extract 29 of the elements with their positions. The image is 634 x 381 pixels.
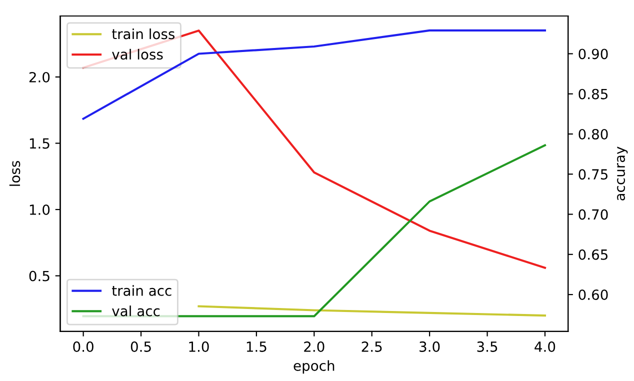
x-tick-label: 0.0: [73, 341, 94, 352]
legend-label: train acc: [112, 285, 172, 296]
y-tick-label: 1.5: [30, 138, 50, 149]
x-tick-label: 3.0: [420, 341, 440, 352]
x-tick-label: 0.5: [130, 341, 151, 352]
y-tick-label: 2.0: [29, 72, 50, 82]
y2-tick-label: 0.70: [578, 209, 608, 220]
legend-label: train loss: [112, 28, 175, 40]
x-tick-label: 2.5: [362, 341, 382, 352]
legend-label: val acc: [112, 306, 160, 316]
y2-tick-label: 0.75: [578, 169, 608, 180]
y-tick-label: 1.0: [30, 204, 50, 215]
line-series: [198, 305, 546, 317]
y2-tick-label: 0.85: [578, 88, 608, 100]
y-tick-label: 0.5: [29, 270, 50, 282]
y2-tick-label: 0.65: [578, 249, 608, 260]
y2-tick-label: 0.80: [578, 128, 608, 140]
y2-axis-title: accuray: [617, 146, 628, 200]
x-tick-label: 1.0: [189, 341, 209, 352]
legend-label: val loss: [112, 48, 163, 60]
x-axis-title: epoch: [294, 360, 334, 374]
y2-tick-label: 0.90: [578, 48, 608, 60]
x-tick-label: 4.0: [534, 341, 556, 352]
x-tick-label: 1.5: [246, 342, 266, 352]
x-tick-label: 2.0: [304, 341, 324, 352]
y2-tick-label: 0.60: [578, 290, 608, 300]
y-axis-title: loss: [9, 161, 20, 186]
x-tick-label: 3.5: [477, 341, 498, 352]
line-series: [82, 29, 546, 120]
